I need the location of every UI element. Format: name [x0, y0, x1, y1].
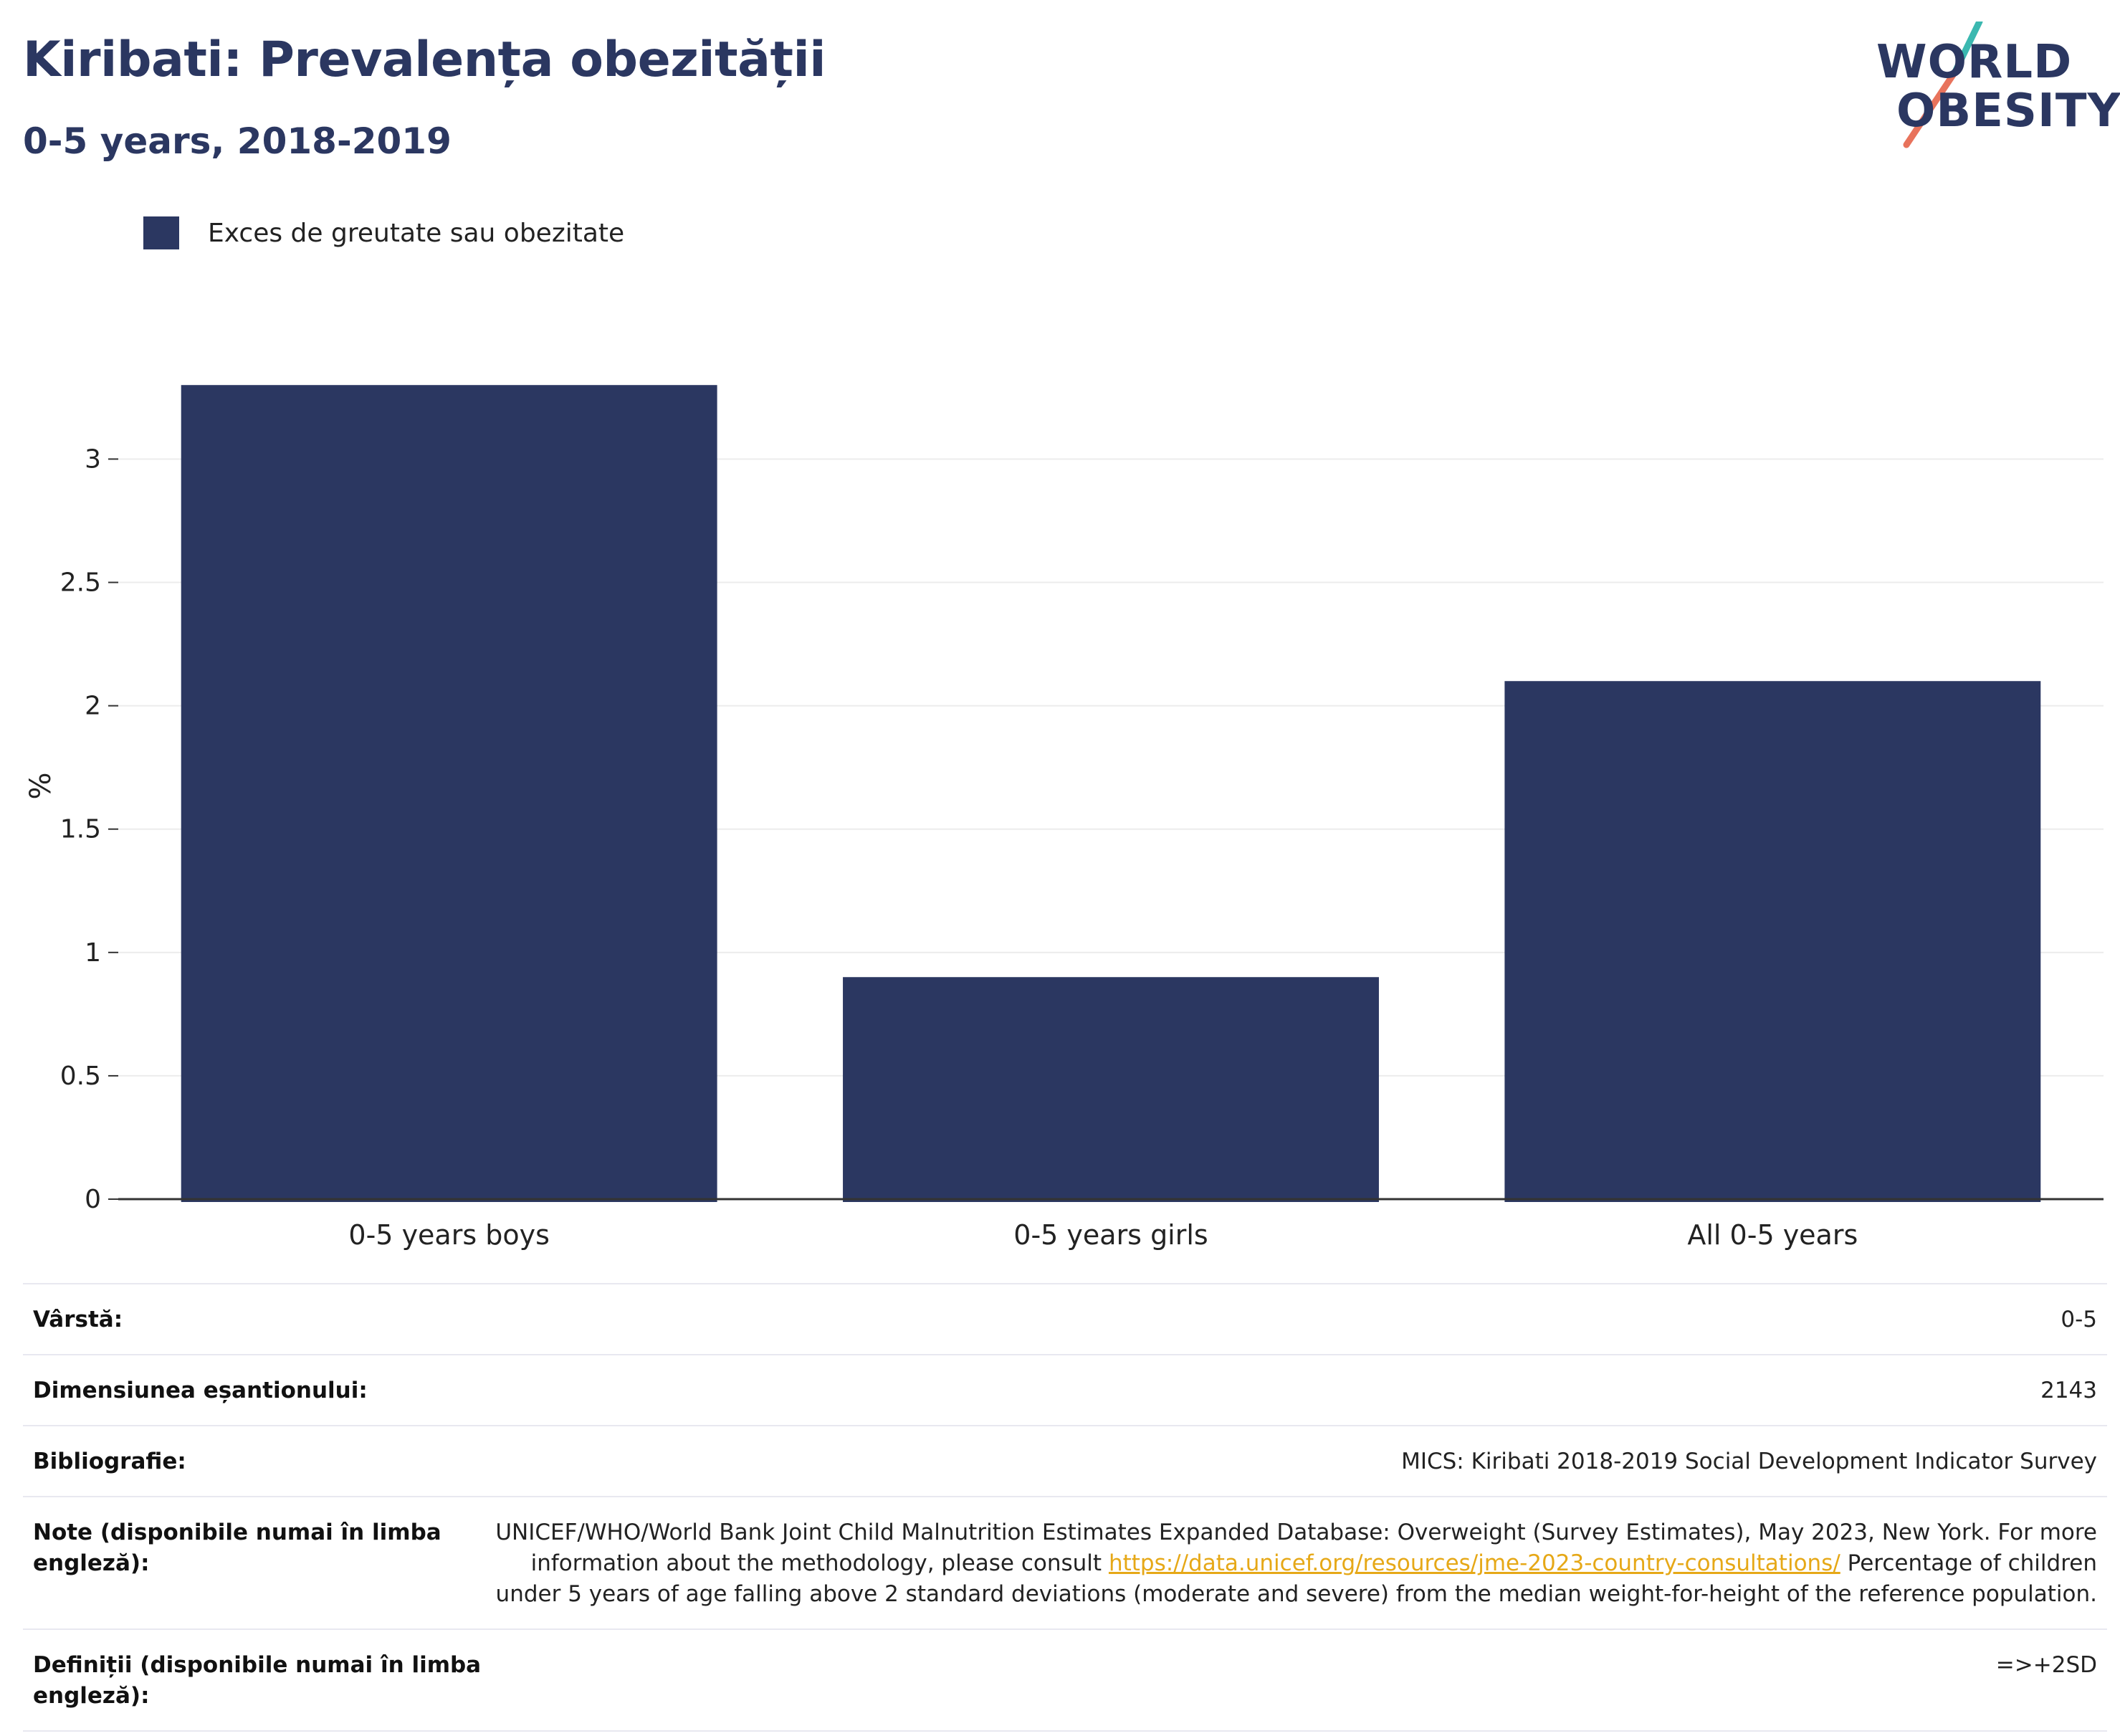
world-obesity-logo: WORLD OBESITY [1871, 22, 2120, 151]
y-tick-label: 1.5 [60, 815, 101, 844]
logo-text-obesity: OBESITY [1896, 85, 2120, 138]
legend-label: Exces de greutate sau obezitate [208, 218, 625, 248]
bar [1504, 681, 2041, 1202]
methodology-link[interactable]: https://data.unicef.org/resources/jme-20… [1108, 1550, 1840, 1576]
legend-swatch [143, 216, 179, 249]
notes-text-after: Percentage of children under 5 years of … [495, 1550, 2097, 1607]
info-key-age: Vârstă: [33, 1307, 123, 1332]
y-tick-label: 2 [85, 692, 101, 721]
y-tick-label: 1 [85, 938, 101, 968]
notes-text-before: UNICEF/WHO/World Bank Joint Child Malnut… [495, 1520, 2097, 1576]
bar [843, 977, 1379, 1202]
info-value-definitions: =>+2SD [1995, 1652, 2097, 1678]
info-key-sample-size: Dimensiunea eșantionului: [33, 1378, 368, 1403]
y-tick-label: 0.5 [60, 1062, 101, 1091]
chart-legend: Exces de greutate sau obezitate [143, 215, 624, 251]
info-row-sample-size: Dimensiunea eșantionului: 2143 [23, 1355, 2107, 1426]
info-key-notes: Note (disponibile numai în limba engleză… [33, 1520, 441, 1576]
info-value-age: 0-5 [2061, 1307, 2097, 1332]
bar [181, 385, 717, 1202]
page-subtitle: 0-5 years, 2018-2019 [23, 120, 452, 162]
info-value-sample-size: 2143 [2040, 1378, 2097, 1403]
y-tick-label: 3 [85, 444, 101, 474]
logo-slash-icon [1903, 22, 1983, 148]
page-title: Kiribati: Prevalența obezității [23, 32, 826, 88]
info-value-notes: UNICEF/WHO/World Bank Joint Child Malnut… [492, 1517, 2097, 1610]
y-tick-label: 2.5 [60, 568, 101, 598]
x-tick-label: 0-5 years girls [1013, 1219, 1208, 1251]
info-row-age: Vârstă: 0-5 [23, 1284, 2107, 1355]
x-tick-label: All 0-5 years [1687, 1219, 1858, 1251]
info-key-bibliography: Bibliografie: [33, 1449, 186, 1474]
info-row-bibliography: Bibliografie: MICS: Kiribati 2018-2019 S… [23, 1426, 2107, 1497]
bar-chart: 0 0.5 1 1.5 2 2.5 3 0-5 years boys 0-5 years gir… [24, 385, 2104, 1251]
info-row-definitions: Definiții (disponibile numai în limba en… [23, 1630, 2107, 1732]
info-table: Vârstă: 0-5 Dimensiunea eșantionului: 21… [23, 1283, 2107, 1732]
info-value-bibliography: MICS: Kiribati 2018-2019 Social Developm… [1401, 1449, 2097, 1474]
x-tick-label: 0-5 years boys [348, 1219, 549, 1251]
y-axis-label: % [24, 772, 57, 799]
info-key-definitions: Definiții (disponibile numai în limba en… [33, 1652, 482, 1709]
y-tick-label: 0 [85, 1185, 101, 1214]
logo-text-world: WORLD [1876, 36, 2073, 89]
info-row-notes: Note (disponibile numai în limba engleză… [23, 1497, 2107, 1630]
